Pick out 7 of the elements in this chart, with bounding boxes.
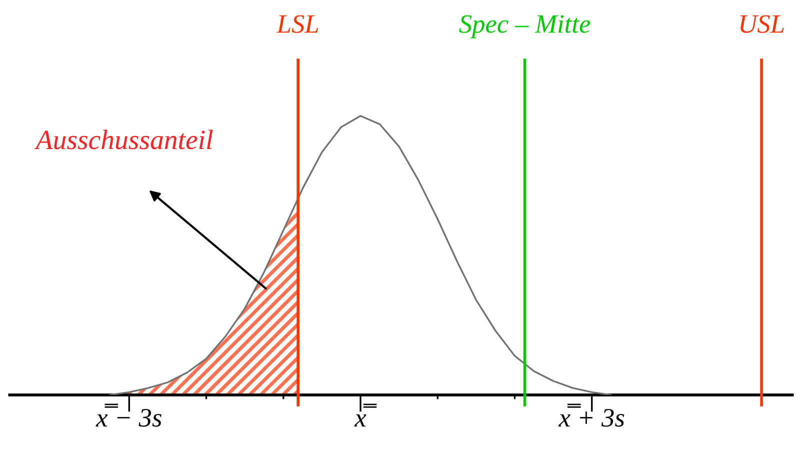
annotation: Ausschussanteil (34, 130, 213, 150)
ref-line-label: Spec – Mitte (459, 15, 590, 38)
x-tick-label: x̿ − 3s (96, 404, 162, 427)
x-tick-label: x̿ (354, 404, 377, 426)
ref-line-label: USL (740, 15, 784, 33)
ref-line-label: LSL (276, 15, 318, 33)
x-tick-label: x̿ + 3s (558, 404, 624, 427)
